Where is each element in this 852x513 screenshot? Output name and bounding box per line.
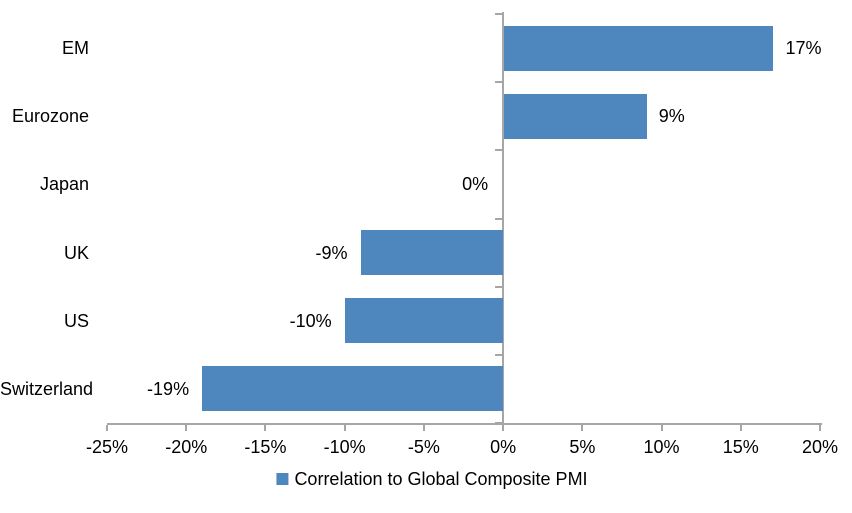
value-label: 17% xyxy=(785,38,822,59)
y-axis-tick xyxy=(495,353,503,356)
x-axis-tick xyxy=(422,425,425,431)
y-axis-tick xyxy=(495,285,503,288)
y-axis-line xyxy=(502,12,505,425)
bar xyxy=(504,93,647,139)
y-axis-tick xyxy=(495,149,503,152)
value-label: -19% xyxy=(147,378,190,399)
x-axis-tick xyxy=(739,425,742,431)
x-axis-tick xyxy=(264,425,267,431)
category-label: US xyxy=(63,310,89,331)
x-tick-label: -25% xyxy=(85,437,129,457)
x-tick-label: 20% xyxy=(801,437,839,457)
x-tick-label: -10% xyxy=(323,437,366,457)
category-label: Eurozone xyxy=(11,106,89,127)
value-label: 0% xyxy=(462,174,489,195)
category-label: EM xyxy=(62,38,89,59)
y-axis-tick xyxy=(495,13,503,15)
x-axis-tick xyxy=(343,425,346,431)
x-axis-tick xyxy=(819,425,821,431)
x-tick-label: -5% xyxy=(407,437,440,457)
x-tick-label: 5% xyxy=(569,437,596,457)
value-label: -9% xyxy=(315,242,348,263)
y-axis-tick xyxy=(495,422,503,424)
category-label: Japan xyxy=(39,174,89,195)
bar xyxy=(202,366,504,412)
x-tick-label: -15% xyxy=(244,437,287,457)
value-label: -10% xyxy=(289,310,332,331)
y-axis-tick xyxy=(495,217,503,220)
x-tick-label: 10% xyxy=(643,437,680,457)
legend-label: Correlation to Global Composite PMI xyxy=(294,469,588,489)
value-label: 9% xyxy=(658,106,685,127)
x-axis-tick xyxy=(502,425,505,431)
x-axis-line xyxy=(107,423,822,425)
x-axis-tick xyxy=(581,425,584,431)
x-tick-label: -20% xyxy=(165,437,208,457)
legend: Correlation to Global Composite PMI xyxy=(276,469,588,489)
bar xyxy=(344,298,504,344)
bar xyxy=(360,230,504,276)
category-label: Switzerland xyxy=(0,378,94,399)
x-axis-tick xyxy=(185,425,188,431)
legend-swatch-icon xyxy=(276,473,289,485)
x-axis-tick xyxy=(106,425,108,431)
category-label: UK xyxy=(63,242,89,263)
bar xyxy=(504,25,774,71)
x-tick-label: 15% xyxy=(722,437,759,457)
y-axis-tick xyxy=(495,81,503,84)
x-axis-tick xyxy=(660,425,663,431)
x-tick-label: 0% xyxy=(490,437,517,457)
